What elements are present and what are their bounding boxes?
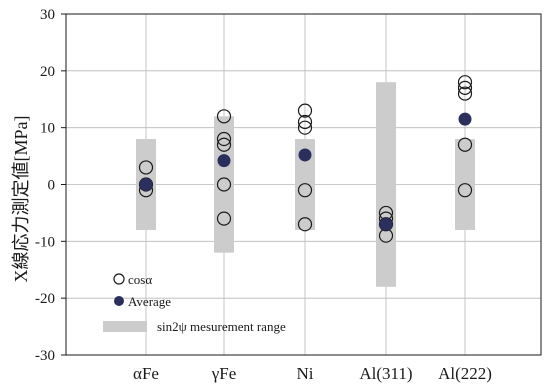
legend: cosα Average sin2ψ mesurement range	[103, 272, 286, 334]
cos-point	[297, 217, 313, 232]
cos-point	[138, 160, 154, 175]
y-tick-label: 0	[48, 178, 56, 194]
legend-cos-marker	[113, 273, 125, 285]
average-point	[458, 112, 472, 126]
average-point	[217, 154, 231, 168]
cos-point	[216, 211, 232, 226]
cos-point	[297, 183, 313, 198]
legend-range-label: sin2ψ mesurement range	[157, 319, 286, 334]
cos-point	[216, 109, 232, 124]
axes: 30 20 10 0 -10 -20 -30 αFe γFe Ni Al(311) Al(222)	[35, 7, 542, 383]
x-category-label: αFe	[133, 364, 159, 383]
cos-point	[457, 137, 473, 152]
y-tick-label: -20	[35, 291, 55, 307]
average-point	[139, 178, 153, 191]
range-bar	[295, 139, 315, 230]
x-category-label: Ni	[297, 364, 314, 383]
range-bar	[455, 139, 475, 230]
y-tick-label: -30	[35, 348, 55, 364]
cos-point	[297, 103, 313, 118]
cos-point	[216, 131, 232, 147]
cos-point	[216, 177, 232, 192]
y-tick-label: 20	[40, 64, 55, 80]
legend-range-swatch	[103, 321, 147, 332]
legend-average-marker	[114, 296, 124, 306]
x-category-label: Al(311)	[359, 364, 412, 383]
range-bar	[214, 116, 234, 253]
cos-point	[457, 80, 473, 95]
cos-point	[216, 137, 232, 152]
average-point	[298, 148, 312, 162]
y-axis-label: X線応力測定値[MPa]	[11, 116, 31, 283]
cos-point	[457, 86, 473, 101]
y-tick-label: 30	[40, 7, 55, 23]
x-category-label: Al(222)	[438, 364, 492, 383]
legend-cos-label: cosα	[128, 272, 152, 287]
x-category-label: γFe	[211, 364, 237, 383]
average-point	[379, 217, 393, 231]
data-points	[138, 75, 473, 243]
legend-average-label: Average	[128, 294, 171, 309]
cos-point	[457, 75, 473, 90]
cos-point	[297, 120, 313, 135]
range-bar	[376, 82, 396, 287]
y-tick-label: 10	[40, 121, 55, 137]
cos-point	[457, 183, 473, 198]
y-tick-label: -10	[35, 234, 55, 250]
cos-point	[297, 114, 313, 130]
